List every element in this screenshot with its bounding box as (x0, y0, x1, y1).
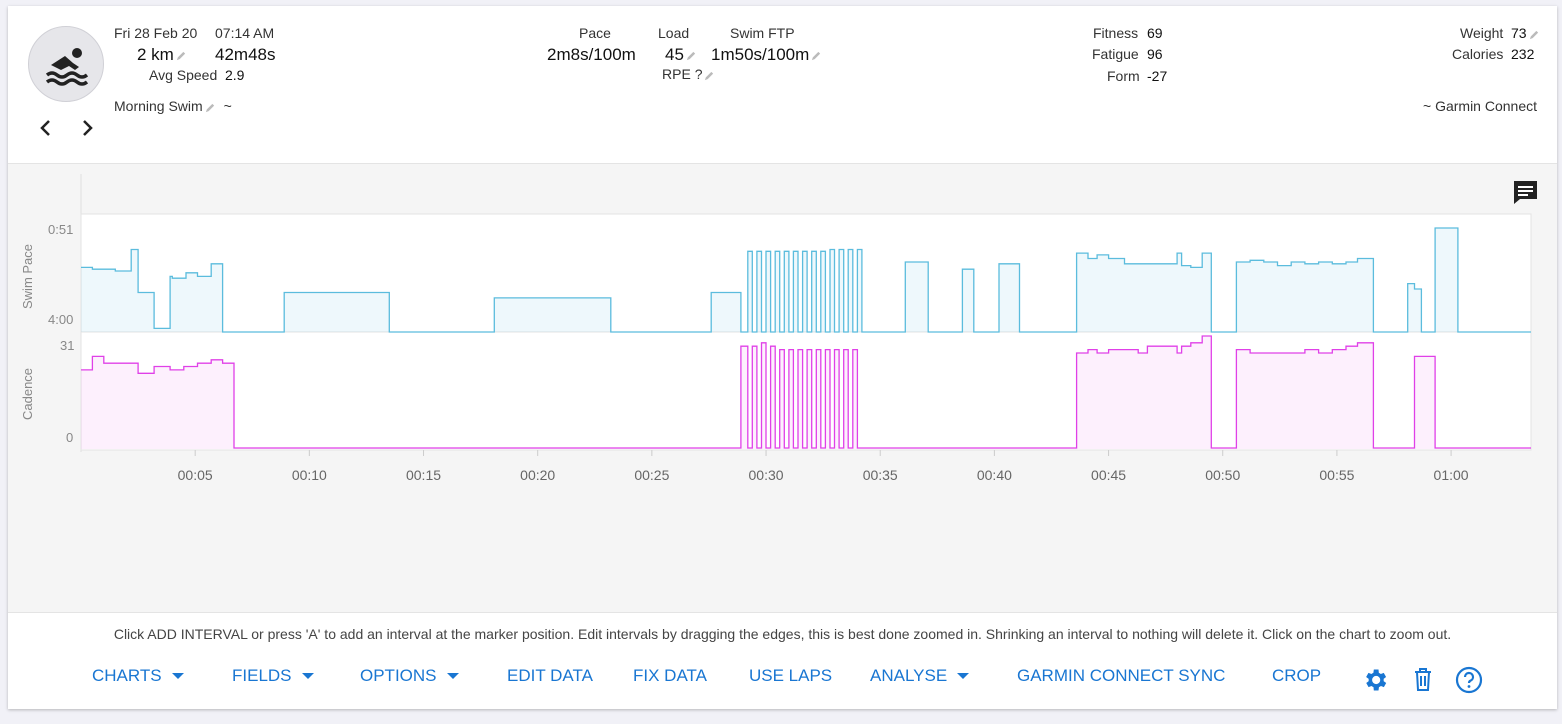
pace-series-line (81, 227, 1531, 333)
rpe-value: ? (694, 66, 703, 82)
activity-date: Fri 28 Feb 20 (114, 25, 198, 41)
x-tick-label: 00:05 (178, 467, 213, 483)
prev-activity-button[interactable] (37, 118, 55, 143)
x-tick-label: 00:45 (1091, 467, 1126, 483)
form-value: -27 (1147, 68, 1168, 84)
avg-speed-value: 2.9 (225, 67, 245, 83)
fields-label: FIELDS (232, 666, 292, 685)
gear-icon (1366, 669, 1387, 691)
form-label: Form (1107, 68, 1140, 84)
pencil-icon (812, 51, 821, 61)
fatigue-label: Fatigue (1092, 46, 1139, 62)
pace-axis-label: Swim Pace (20, 244, 35, 309)
activity-card: Fri 28 Feb 20 07:14 AM 2 km 42m48s Avg S… (8, 6, 1557, 709)
weight-label: Weight (1460, 25, 1504, 41)
options-menu[interactable]: OPTIONS (360, 666, 459, 686)
distance-field[interactable]: 2 km (137, 45, 187, 65)
activity-chart[interactable]: Swim Pace 0:51 4:00 Cadence 31 0 00:05 00… (8, 164, 1557, 614)
next-activity-button[interactable] (78, 118, 96, 143)
activity-name-field[interactable]: Morning Swim ~ (114, 98, 232, 114)
ftp-value: 1m50s/100m (711, 45, 810, 64)
activity-avatar (28, 26, 104, 102)
activity-name: Morning Swim (114, 98, 203, 114)
caret-down-icon (301, 673, 314, 679)
activity-time: 07:14 AM (215, 25, 275, 41)
swimmer-icon (45, 48, 89, 86)
comment-icon (1514, 181, 1537, 204)
load-value: 45 (665, 45, 684, 64)
calories-value: 232 (1511, 46, 1535, 62)
help-circle-icon (1455, 666, 1483, 694)
x-tick-label: 00:25 (634, 467, 669, 483)
weight-field[interactable]: 73 (1511, 25, 1540, 41)
charts-menu[interactable]: CHARTS (92, 666, 184, 686)
distance-value: 2 km (137, 45, 174, 64)
pencil-icon (1529, 30, 1538, 39)
chevron-left-icon (40, 120, 50, 136)
fitness-label: Fitness (1093, 25, 1139, 41)
trash-icon (1415, 668, 1431, 691)
fix-data-button[interactable]: FIX DATA (633, 666, 707, 685)
x-tick-label: 00:15 (406, 467, 441, 483)
analyse-label: ANALYSE (870, 666, 948, 685)
use-laps-button[interactable]: USE LAPS (749, 666, 833, 685)
ftp-label: Swim FTP (730, 25, 795, 41)
calories-label: Calories (1452, 46, 1504, 62)
help-button[interactable] (1455, 666, 1483, 694)
x-tick-label: 00:10 (292, 467, 327, 483)
load-field[interactable]: 45 (665, 45, 697, 65)
pencil-icon (705, 71, 714, 80)
x-tick-label: 00:50 (1205, 467, 1240, 483)
x-tick-label: 00:35 (863, 467, 898, 483)
pace-value: 2m8s/100m (547, 45, 636, 64)
cadence-bottom-tick: 0 (66, 430, 73, 445)
cadence-axis-label: Cadence (20, 368, 35, 420)
delete-button[interactable] (1411, 666, 1435, 692)
duration-value: 42m48s (215, 45, 276, 64)
rpe-field[interactable]: RPE ? (662, 66, 715, 82)
caret-down-icon (171, 673, 184, 679)
options-label: OPTIONS (360, 666, 437, 685)
charts-label: CHARTS (92, 666, 162, 685)
pace-bottom-tick: 4:00 (48, 312, 73, 327)
comment-button[interactable] (1514, 181, 1537, 204)
settings-button[interactable] (1361, 666, 1389, 694)
fitness-value: 69 (1147, 25, 1163, 41)
pace-series-area (81, 228, 1531, 332)
x-tick-label: 00:55 (1319, 467, 1354, 483)
analyse-menu[interactable]: ANALYSE (870, 666, 970, 686)
caret-down-icon (446, 673, 459, 679)
cadence-top-tick: 31 (60, 338, 74, 353)
fields-menu[interactable]: FIELDS (232, 666, 314, 686)
pace-top-tick: 0:51 (48, 222, 73, 237)
load-label: Load (658, 25, 690, 41)
x-tick-label: 00:30 (749, 467, 784, 483)
chevron-right-icon (83, 120, 93, 136)
crop-button[interactable]: CROP (1272, 666, 1322, 685)
caret-down-icon (957, 673, 970, 679)
fatigue-value: 96 (1147, 46, 1163, 62)
avg-speed-label: Avg Speed (149, 67, 218, 83)
help-text: Click ADD INTERVAL or press 'A' to add a… (113, 626, 1452, 642)
rpe-label: RPE (662, 66, 691, 82)
pace-label: Pace (579, 25, 611, 41)
cadence-series-line (81, 335, 1531, 449)
source-link[interactable]: ~ Garmin Connect (1423, 98, 1537, 114)
ftp-field[interactable]: 1m50s/100m (711, 45, 822, 65)
x-tick-label: 01:00 (1434, 467, 1469, 483)
pencil-icon (205, 103, 214, 112)
pencil-icon (686, 51, 696, 61)
x-tick-label: 00:20 (520, 467, 555, 483)
weight-value: 73 (1511, 25, 1527, 41)
activity-name-suffix: ~ (223, 98, 232, 114)
garmin-sync-button[interactable]: GARMIN CONNECT SYNC (1017, 666, 1226, 685)
cadence-series-area (81, 336, 1531, 449)
pencil-icon (176, 51, 186, 61)
chart-area[interactable]: Swim Pace 0:51 4:00 Cadence 31 0 00:05 00… (8, 163, 1557, 613)
x-tick-label: 00:40 (977, 467, 1012, 483)
edit-data-button[interactable]: EDIT DATA (507, 666, 593, 685)
